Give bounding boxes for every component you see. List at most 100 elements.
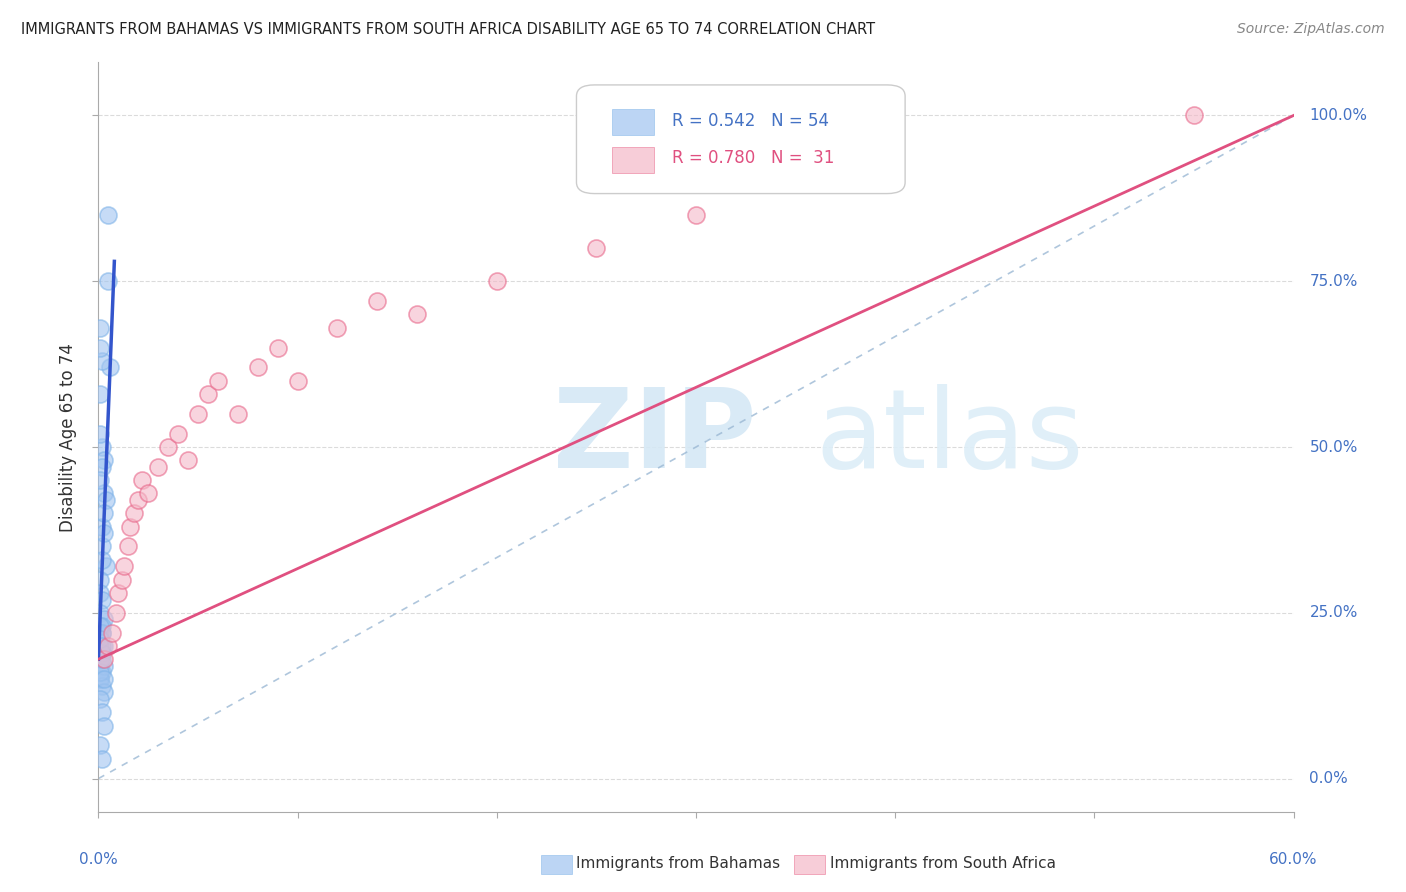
Text: Source: ZipAtlas.com: Source: ZipAtlas.com <box>1237 22 1385 37</box>
Text: ZIP: ZIP <box>553 384 756 491</box>
Text: 25.0%: 25.0% <box>1309 606 1358 620</box>
Text: 100.0%: 100.0% <box>1309 108 1368 123</box>
Point <box>177 453 200 467</box>
Point <box>124 506 146 520</box>
Point <box>93 526 115 541</box>
Point <box>89 672 111 686</box>
Point <box>127 493 149 508</box>
Point <box>207 374 229 388</box>
Point <box>91 540 114 554</box>
Point <box>131 473 153 487</box>
Point <box>111 573 134 587</box>
Text: 0.0%: 0.0% <box>1309 771 1348 786</box>
Text: R = 0.780   N =  31: R = 0.780 N = 31 <box>672 149 834 168</box>
Point <box>136 486 159 500</box>
Point <box>91 646 114 660</box>
FancyBboxPatch shape <box>613 109 654 136</box>
Point <box>226 407 249 421</box>
Point <box>148 459 170 474</box>
Point <box>89 692 111 706</box>
Point <box>406 307 429 321</box>
Point <box>107 586 129 600</box>
Point <box>197 387 219 401</box>
Point <box>91 619 114 633</box>
Point <box>89 586 111 600</box>
Text: Immigrants from Bahamas: Immigrants from Bahamas <box>576 856 780 871</box>
Text: 60.0%: 60.0% <box>1270 852 1317 866</box>
Y-axis label: Disability Age 65 to 74: Disability Age 65 to 74 <box>59 343 77 532</box>
Point <box>91 625 114 640</box>
Point <box>117 540 139 554</box>
Point <box>96 559 118 574</box>
Point <box>91 639 114 653</box>
Point <box>91 440 114 454</box>
Point <box>89 665 111 680</box>
Point <box>93 718 115 732</box>
Point <box>93 506 115 520</box>
Point <box>98 360 122 375</box>
Point <box>157 440 180 454</box>
Point <box>91 646 114 660</box>
Point <box>91 679 114 693</box>
Point <box>105 606 128 620</box>
Point <box>93 652 115 666</box>
Point <box>93 453 115 467</box>
Point <box>89 639 111 653</box>
Point <box>89 341 111 355</box>
FancyBboxPatch shape <box>576 85 905 194</box>
Point <box>585 241 607 255</box>
Point <box>120 519 142 533</box>
Point <box>96 493 118 508</box>
Point <box>89 632 111 647</box>
Point <box>91 354 114 368</box>
Point <box>167 426 190 441</box>
Point <box>97 208 120 222</box>
Point <box>91 705 114 719</box>
Point <box>101 625 124 640</box>
Point <box>91 665 114 680</box>
Point <box>89 658 111 673</box>
Point <box>91 752 114 766</box>
Point <box>91 459 114 474</box>
Text: IMMIGRANTS FROM BAHAMAS VS IMMIGRANTS FROM SOUTH AFRICA DISABILITY AGE 65 TO 74 : IMMIGRANTS FROM BAHAMAS VS IMMIGRANTS FR… <box>21 22 875 37</box>
Point <box>1182 108 1205 122</box>
Point <box>685 208 707 222</box>
Point <box>187 407 209 421</box>
Point <box>91 652 114 666</box>
Point <box>93 639 115 653</box>
Point <box>97 274 120 288</box>
Text: 0.0%: 0.0% <box>79 852 118 866</box>
Point <box>246 360 269 375</box>
Point <box>287 374 309 388</box>
Point <box>89 739 111 753</box>
Point <box>91 519 114 533</box>
Point <box>93 612 115 626</box>
Point <box>91 553 114 567</box>
Point <box>89 606 111 620</box>
Text: 50.0%: 50.0% <box>1309 440 1358 455</box>
Point <box>326 320 349 334</box>
Point <box>89 619 111 633</box>
Text: 75.0%: 75.0% <box>1309 274 1358 289</box>
Point <box>93 658 115 673</box>
Point <box>89 652 111 666</box>
Point <box>485 274 508 288</box>
Point <box>89 652 111 666</box>
Point <box>89 573 111 587</box>
Point <box>89 320 111 334</box>
Point <box>91 625 114 640</box>
Point <box>89 625 111 640</box>
Point <box>89 473 111 487</box>
Point <box>93 672 115 686</box>
Point <box>91 592 114 607</box>
Point <box>89 426 111 441</box>
Point <box>267 341 290 355</box>
Point <box>112 559 135 574</box>
Text: Immigrants from South Africa: Immigrants from South Africa <box>830 856 1056 871</box>
Point <box>93 486 115 500</box>
FancyBboxPatch shape <box>613 146 654 173</box>
Text: atlas: atlas <box>815 384 1084 491</box>
Point <box>89 632 111 647</box>
Point <box>89 387 111 401</box>
Point <box>89 672 111 686</box>
